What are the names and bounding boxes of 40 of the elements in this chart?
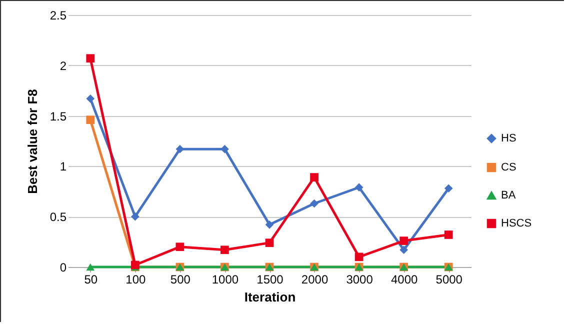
x-tick-label: 4000 [390,272,418,286]
x-tick-label: 3000 [346,272,374,286]
point [130,212,140,221]
y-tick-label: 0.5 [50,210,67,224]
x-tick-label: 500 [170,272,191,286]
point [86,94,95,103]
point [354,183,364,192]
legend-label: BA [501,190,516,202]
point [220,144,229,154]
legend-label: HS [501,132,516,144]
point [400,236,408,245]
point [220,246,229,254]
y-tick-label: 1 [60,160,67,174]
point [265,238,274,247]
x-tick-label: 1000 [212,272,239,286]
point [310,199,318,208]
y-tick-label: 1.5 [50,109,67,124]
point [265,220,274,229]
legend-label: CS [501,162,516,174]
point [444,184,453,193]
x-tick-label: 2000 [301,272,328,286]
point [86,54,95,63]
y-axis-title: Best value for F8 [24,89,40,194]
point [400,246,408,254]
point [176,242,184,252]
x-tick-label: 1500 [256,272,284,286]
point [310,173,318,182]
x-tick-label: 50 [84,272,98,286]
y-tick-label: 2 [60,58,67,73]
y-tick-label: 2.5 [50,8,67,22]
y-tick-label: 0 [60,260,67,274]
x-tick-label: 5000 [436,272,463,286]
point [86,263,95,271]
x-tick-label: 100 [126,272,146,286]
x-axis-title: Iteration [244,290,296,304]
point [444,230,453,239]
point [176,144,184,154]
point [354,252,364,262]
legend-label: HSCS [501,218,532,230]
point [86,116,95,124]
